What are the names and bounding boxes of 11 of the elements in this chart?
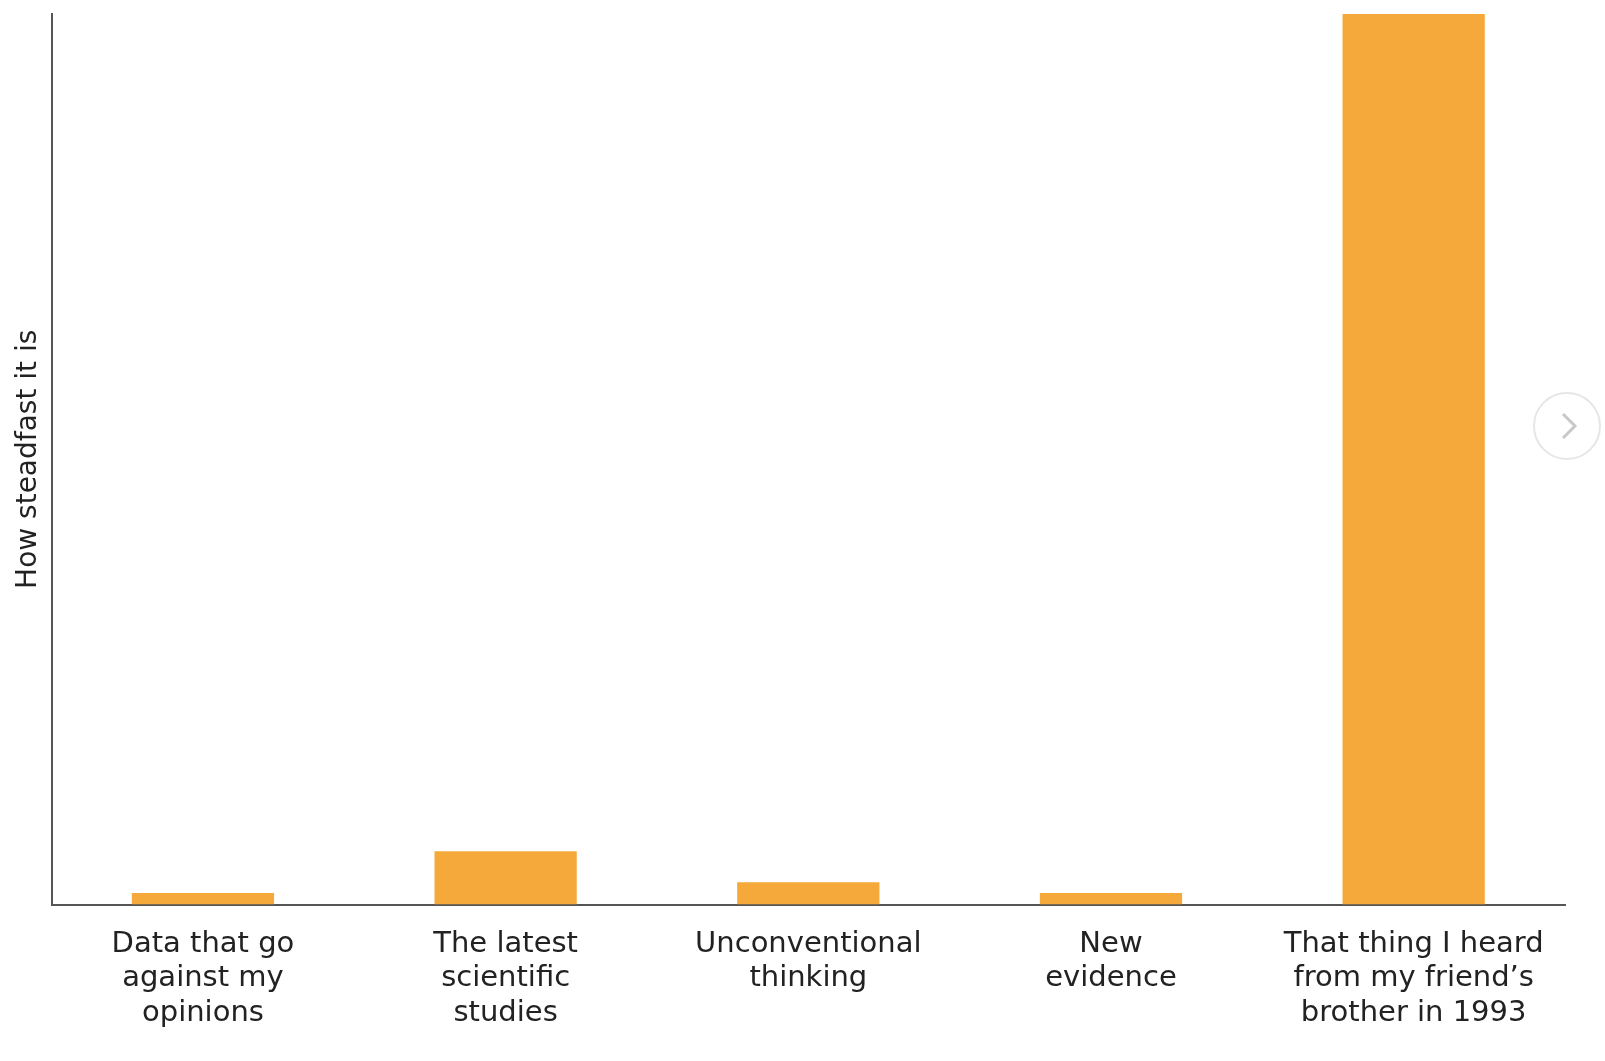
- bar: [737, 882, 880, 905]
- x-tick-label: Data that go against my opinions: [111, 924, 295, 1029]
- x-tick-label: The latest scientific studies: [432, 924, 578, 1029]
- bar: [131, 893, 275, 905]
- bar: [434, 851, 577, 905]
- bar: [1039, 893, 1183, 905]
- x-tick-label: New evidence: [1045, 924, 1177, 994]
- x-tick-label: That thing I heard from my friend’s brother in 1993: [1282, 924, 1544, 1029]
- x-tick-label: Unconventional thinking: [695, 924, 922, 994]
- y-axis-title: How steadfast it is: [10, 329, 44, 589]
- bar: [1342, 14, 1485, 905]
